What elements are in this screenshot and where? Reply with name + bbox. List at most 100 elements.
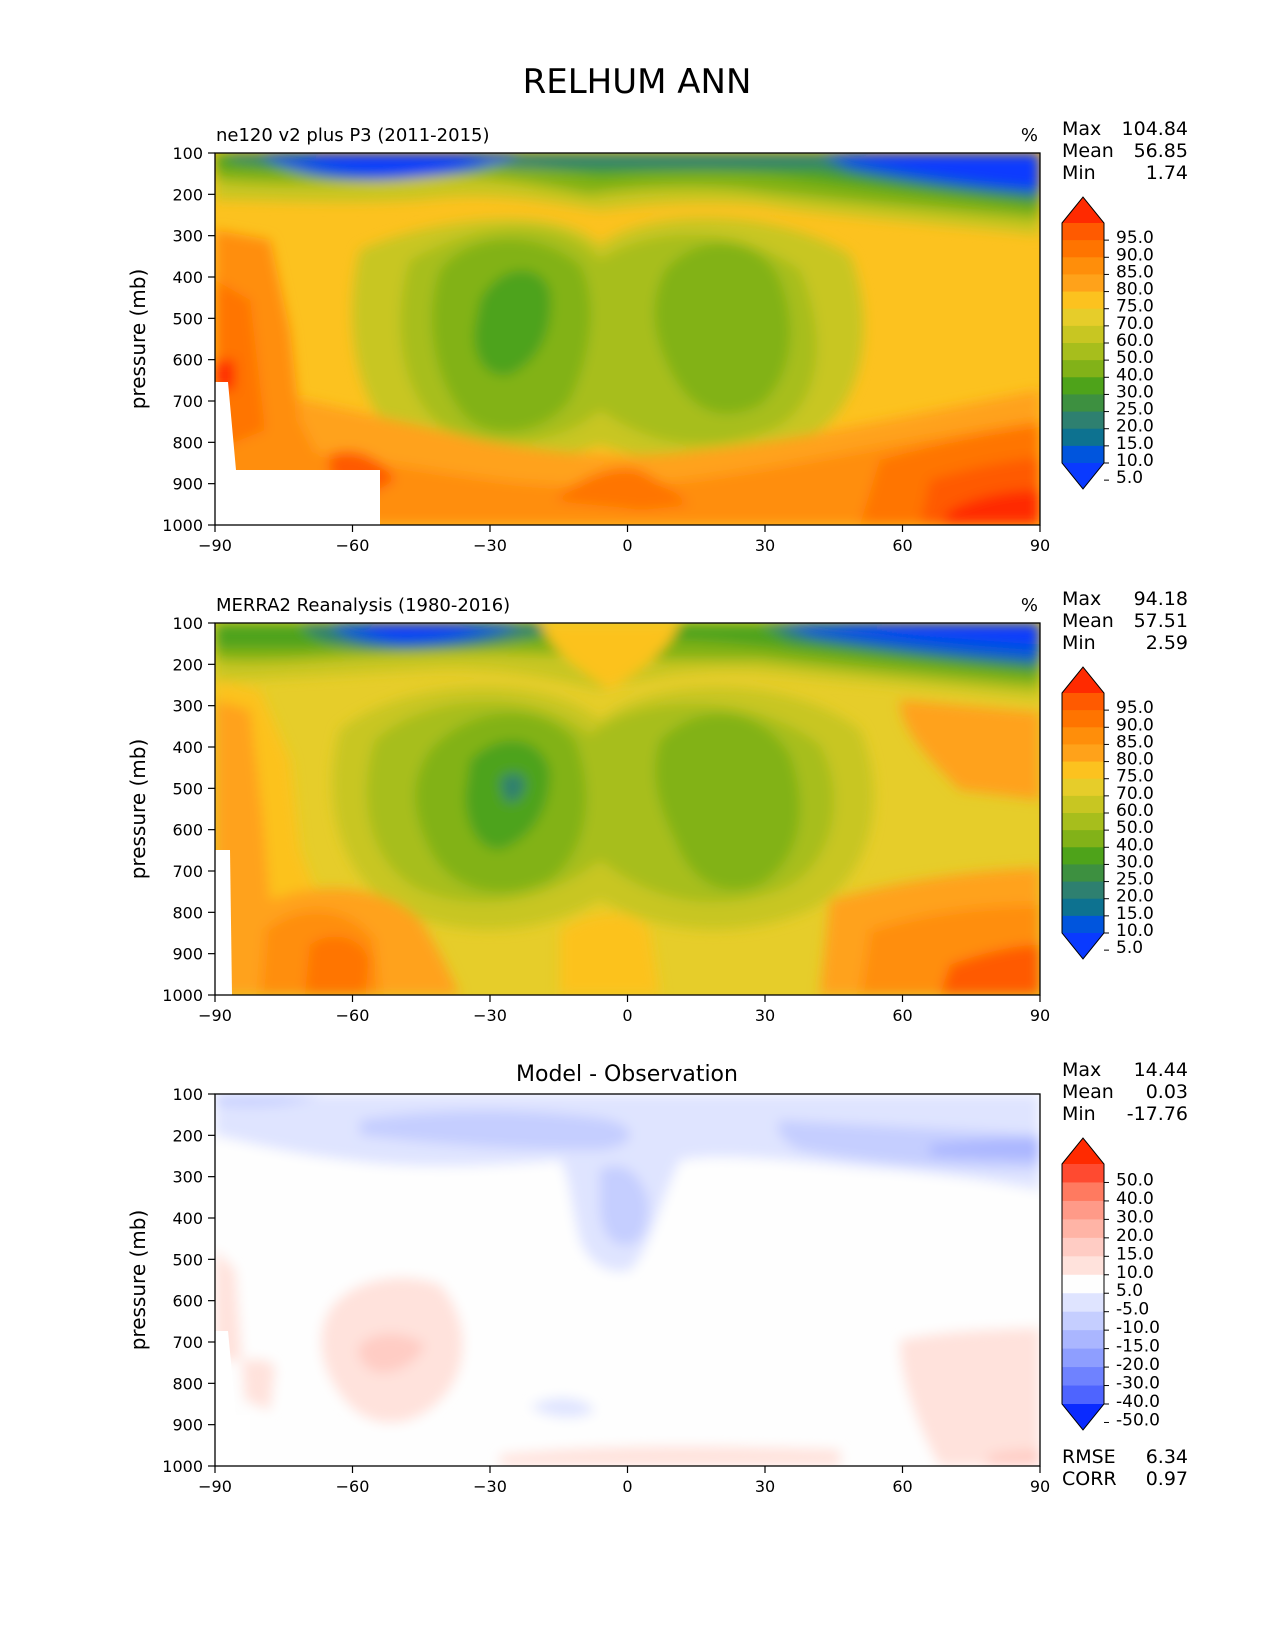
colorbar: 95.090.085.080.075.070.060.050.040.030.0… (1061, 196, 1154, 490)
y-tick-label: 800 (172, 433, 203, 452)
x-axis: −90 −60 −30 0 30 60 90 (198, 995, 1050, 1025)
colorbar-label: 50.0 (1116, 1170, 1154, 1190)
y-tick-label: 200 (172, 655, 203, 674)
stat-label: Min (1062, 162, 1096, 184)
colorbar-segment (1062, 710, 1104, 728)
stat-label: CORR (1062, 1468, 1117, 1490)
colorbar-label: 5.0 (1116, 1281, 1143, 1301)
y-tick-label: 400 (172, 1209, 203, 1228)
panel-title: ne120 v2 plus P3 (2011-2015) (216, 125, 490, 146)
colorbar-segment (1062, 257, 1104, 275)
y-tick-label: 100 (172, 614, 203, 633)
contour-field (215, 1094, 1040, 1466)
colorbar-label: 20.0 (1116, 887, 1154, 907)
colorbar: 95.090.085.080.075.070.060.050.040.030.0… (1061, 666, 1154, 960)
colorbar-label: 30.0 (1116, 1207, 1154, 1227)
stat-value: 1.74 (1146, 162, 1188, 184)
colorbar-segment (1062, 1293, 1104, 1313)
error-stats-block: RMSE 6.34 CORR 0.97 (1062, 1446, 1188, 1490)
x-tick-label: 30 (755, 536, 775, 555)
stat-value: 0.97 (1146, 1468, 1188, 1490)
colorbar-label: 95.0 (1116, 228, 1154, 248)
colorbar-label: 70.0 (1116, 314, 1154, 334)
y-axis: 100 200 300 400 500 600 700 800 900 1000 (162, 614, 215, 1005)
stat-value: 57.51 (1134, 610, 1188, 632)
y-tick-label: 400 (172, 738, 203, 757)
colorbar-segment (1062, 881, 1104, 900)
panel-units: % (1021, 595, 1038, 616)
colorbar-label: 50.0 (1116, 348, 1154, 368)
x-tick-label: 60 (892, 536, 912, 555)
colorbar-label: 85.0 (1116, 732, 1154, 752)
colorbar-segment (1062, 394, 1104, 413)
x-tick-label: −30 (473, 1006, 507, 1025)
stat-label: Mean (1062, 140, 1114, 162)
colorbar-label: 5.0 (1116, 468, 1143, 488)
colorbar-segment (1062, 727, 1104, 745)
colorbar-label: 40.0 (1116, 835, 1154, 855)
colorbar-max-extension (1062, 1138, 1104, 1164)
colorbar-segment (1062, 795, 1104, 814)
colorbar-label: 30.0 (1116, 382, 1154, 402)
y-tick-label: 100 (172, 1085, 203, 1104)
colorbar-segment (1062, 915, 1104, 934)
colorbar-segment (1062, 778, 1104, 797)
colorbar-segment (1062, 343, 1104, 361)
x-tick-label: −30 (473, 1477, 507, 1496)
colorbar-label: 50.0 (1116, 818, 1154, 838)
y-tick-label: 1000 (162, 1457, 203, 1476)
colorbar-segment (1062, 377, 1104, 395)
panel-units: % (1021, 125, 1038, 146)
colorbar-label: -5.0 (1116, 1300, 1149, 1320)
colorbar-segment (1062, 428, 1104, 447)
x-tick-label: 30 (755, 1477, 775, 1496)
y-tick-label: 900 (172, 475, 203, 494)
colorbar-segment (1062, 1311, 1104, 1331)
colorbar-label: 80.0 (1116, 750, 1154, 770)
stat-label: Mean (1062, 1081, 1114, 1103)
colorbar-segment (1062, 1274, 1104, 1294)
stat-value: 104.84 (1122, 118, 1188, 140)
y-tick-label: 600 (172, 351, 203, 370)
panel-title: MERRA2 Reanalysis (1980-2016) (216, 595, 510, 616)
colorbar-min-extension (1062, 933, 1104, 959)
figure-title: RELHUM ANN (523, 62, 752, 102)
y-tick-label: 800 (172, 1374, 203, 1393)
colorbar-segment (1062, 830, 1104, 848)
stat-value: 2.59 (1146, 632, 1188, 654)
colorbar-segment (1062, 813, 1104, 831)
x-tick-label: 90 (1030, 1477, 1050, 1496)
y-tick-label: 500 (172, 1250, 203, 1269)
stat-label: Max (1062, 1059, 1101, 1081)
x-tick-label: −90 (198, 536, 232, 555)
colorbar-label: 10.0 (1116, 451, 1154, 471)
stats-block: Max 94.18 Mean 57.51 Min 2.59 (1062, 588, 1188, 654)
y-tick-label: 600 (172, 1292, 203, 1311)
colorbar-label: 75.0 (1116, 767, 1154, 787)
x-tick-label: 60 (892, 1006, 912, 1025)
colorbar-label: 60.0 (1116, 801, 1154, 821)
colorbar-label: 40.0 (1116, 365, 1154, 385)
x-tick-label: −90 (198, 1477, 232, 1496)
y-tick-label: 500 (172, 779, 203, 798)
colorbar-label: 25.0 (1116, 400, 1154, 420)
colorbar-label: 90.0 (1116, 715, 1154, 735)
y-tick-label: 400 (172, 268, 203, 287)
colorbar-segment (1062, 274, 1104, 293)
colorbar-segment (1062, 1348, 1104, 1368)
colorbar-segment (1062, 1367, 1104, 1387)
colorbar-segment (1062, 744, 1104, 763)
y-axis-label: pressure (mb) (126, 739, 150, 880)
stat-label: Min (1062, 632, 1096, 654)
x-axis: −90 −60 −30 0 30 60 90 (198, 1466, 1050, 1496)
colorbar-label: 95.0 (1116, 698, 1154, 718)
colorbar-min-extension (1062, 1404, 1104, 1430)
y-tick-label: 600 (172, 821, 203, 840)
y-tick-label: 700 (172, 392, 203, 411)
stat-value: 94.18 (1134, 588, 1188, 610)
y-tick-label: 800 (172, 903, 203, 922)
x-tick-label: 0 (622, 1477, 632, 1496)
y-axis: 100 200 300 400 500 600 700 800 900 1000 (162, 144, 215, 535)
colorbar-segment (1062, 1200, 1104, 1220)
colorbar-label: 5.0 (1116, 938, 1143, 958)
